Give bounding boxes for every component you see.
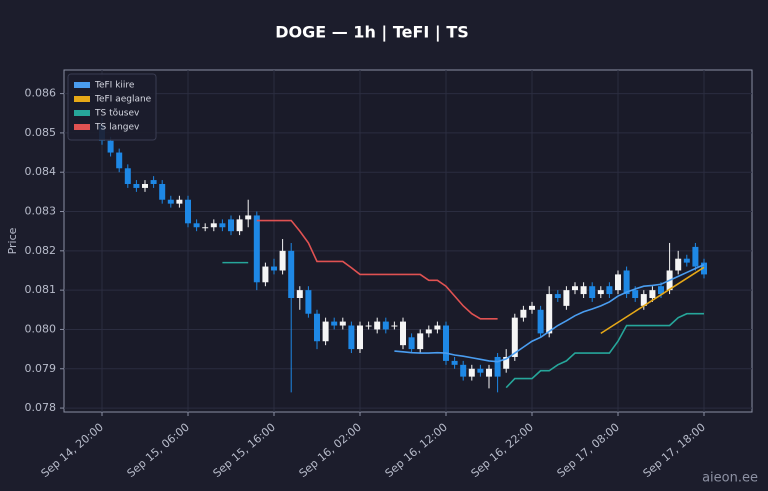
candle-body [520,309,527,318]
candle-body [434,325,441,330]
y-tick-label: 0.078 [25,401,57,414]
candle-body [314,313,320,342]
candle-body [477,368,484,373]
indicator-line [222,261,704,389]
candle-body [451,360,458,365]
candle-body [167,199,174,204]
candle-body [245,215,252,220]
candle-body [615,274,621,291]
y-tick-label: 0.084 [25,165,57,178]
candle-body [159,184,166,200]
indicator-line [394,263,705,363]
candle-body [589,286,596,298]
candle-body [253,215,260,283]
candle-body [511,317,518,357]
candle-body [271,266,277,271]
candle-body [572,286,578,291]
y-tick-label: 0.083 [25,205,57,218]
candle-body [563,290,570,306]
candle-body [640,294,647,306]
candle-body [279,250,286,271]
indicator-line [600,266,705,335]
candle-body [357,325,363,350]
candle-body [142,184,148,188]
candle-body [494,356,501,377]
candle-body [116,152,123,169]
legend-label: TeFI aeglane [94,95,152,105]
chart-title: DOGE — 1h | TeFI | TS [275,23,469,43]
legend-swatch [74,82,90,88]
candle-body [210,223,217,228]
candle-body [408,337,415,350]
legend-label: TeFI kiire [94,81,135,91]
candle-body [150,180,157,184]
candle-body [133,184,140,188]
candle-body [503,356,510,369]
candle-body [288,250,295,298]
legend-swatch [74,110,90,116]
candle-body [382,321,389,330]
candle-body [460,364,467,377]
candle-body [692,246,699,267]
candle-body [262,266,269,283]
candle-body [339,321,346,326]
candle-body [623,270,630,295]
candle-body [365,325,372,327]
candle-body [202,227,209,229]
legend-label: TS tõusev [94,109,140,119]
candle-body [658,286,664,295]
candle-body [185,199,191,224]
legend-swatch [74,96,90,102]
candle-body [176,199,183,204]
candle-body [374,321,381,330]
candle-body [331,321,338,326]
candle-body [443,325,449,361]
candle-body [391,325,398,327]
candle-body [468,368,475,377]
watermark: aieon.ee [702,471,758,486]
candle-body [322,321,329,342]
candle-body [193,223,200,228]
candle-body [632,290,639,298]
candle-body [305,290,312,314]
y-axis-label: Price [6,227,19,254]
candle-body [606,286,613,295]
candle-body [219,223,226,228]
legend-box [67,73,157,141]
candle-body [529,305,535,310]
candle-body [107,140,114,153]
candle-body [701,262,707,275]
candle-body [124,168,131,184]
y-tick-label: 0.085 [25,126,57,139]
candle-body [683,258,690,263]
candle-body [236,219,243,232]
candle-body [228,219,234,232]
candle-body [348,325,355,350]
plot-area [63,69,753,413]
y-tick-label: 0.082 [25,244,57,257]
candle-body [554,294,561,298]
legend-swatch [74,124,90,130]
candle-body [649,290,656,298]
legend-label: TS langev [94,123,140,133]
candle-body [537,309,544,334]
candle-body [580,286,587,295]
y-tick-label: 0.080 [25,322,57,335]
candle-body [400,321,406,346]
candle-body [417,333,424,350]
y-tick-label: 0.079 [25,362,57,375]
candle-body [296,290,303,298]
candle-body [597,290,604,295]
candle-body [486,368,492,377]
candle-body [675,258,682,271]
candle-body [425,329,432,334]
y-tick-label: 0.086 [25,87,57,100]
y-tick-label: 0.081 [25,283,57,296]
indicator-line [256,219,498,320]
candle-body [546,294,553,334]
